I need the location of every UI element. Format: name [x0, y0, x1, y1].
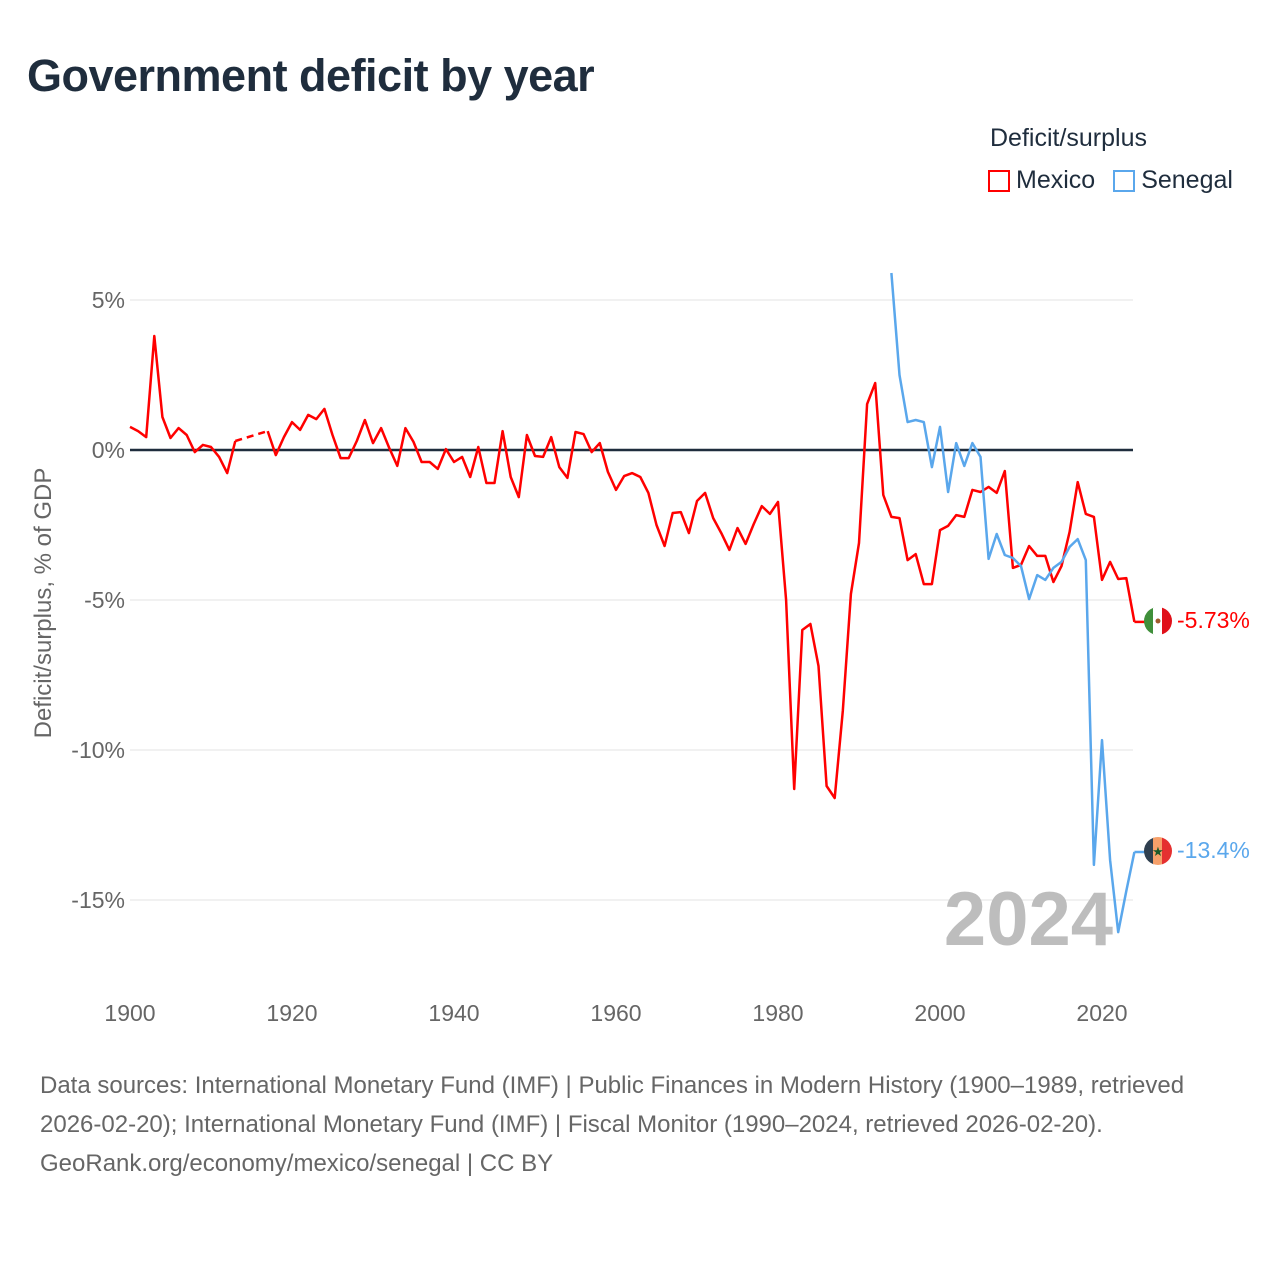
mexico-flag-icon [1144, 607, 1172, 635]
y-tick-label: -5% [84, 587, 125, 613]
legend-item-mexico[interactable]: Mexico [988, 166, 1095, 195]
svg-text:★: ★ [1152, 844, 1164, 859]
y-axis-label: Deficit/surplus, % of GDP [30, 468, 57, 739]
legend-title: Deficit/surplus [990, 124, 1147, 152]
series-line-mexico [266, 381, 1136, 800]
series-gap-mexico [234, 429, 269, 443]
legend-label-mexico: Mexico [1016, 166, 1096, 194]
x-tick-label: 2020 [1076, 1000, 1127, 1026]
senegal-flag-icon: ★ [1144, 837, 1172, 865]
chart-plot: 5% 0% -5% -10% -15% 1900 1920 1940 1960 1980 2000… [30, 272, 1250, 1026]
legend-label-senegal: Senegal [1141, 166, 1233, 194]
year-watermark: 2024 [944, 877, 1113, 962]
x-tick-label: 1980 [752, 1000, 803, 1026]
x-tick-label: 1960 [590, 1000, 641, 1026]
end-label-mexico: -5.73% [1177, 607, 1250, 633]
y-tick-label: 5% [92, 287, 125, 313]
series-line-senegal [890, 272, 1136, 934]
y-tick-label: -10% [71, 737, 125, 763]
end-label-senegal: -13.4% [1177, 837, 1250, 863]
x-tick-label: 1900 [104, 1000, 155, 1026]
legend-swatch-mexico [988, 169, 1010, 192]
legend-item-senegal[interactable]: Senegal [1113, 166, 1233, 195]
chart-title: Government deficit by year [27, 50, 595, 101]
x-tick-label: 1940 [428, 1000, 479, 1026]
y-tick-label: -15% [71, 887, 125, 913]
data-sources: Data sources: International Monetary Fun… [40, 1072, 1185, 1138]
x-tick-label: 1920 [266, 1000, 317, 1026]
credit-link[interactable]: GeoRank.org/economy/mexico/senegal | CC … [40, 1150, 554, 1177]
footer: Data sources: International Monetary Fun… [40, 1066, 1240, 1183]
legend: Mexico Senegal [988, 166, 1233, 195]
legend-swatch-senegal [1113, 169, 1136, 192]
y-tick-label: 0% [92, 437, 125, 463]
x-tick-label: 2000 [914, 1000, 965, 1026]
series-line-mexico [129, 334, 237, 475]
